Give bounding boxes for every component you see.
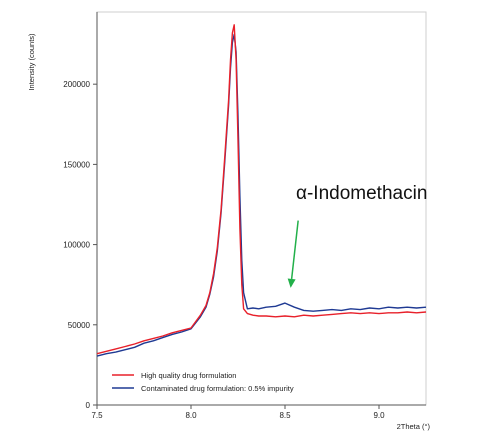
- y-tick-label: 0: [86, 401, 91, 410]
- series-high-quality-line: [96, 24, 427, 355]
- annotation-arrowhead: [287, 278, 296, 288]
- y-axis-label: Intensity (counts): [27, 33, 36, 91]
- y-tick-label: 50000: [68, 321, 91, 330]
- series-layer: [96, 24, 427, 357]
- x-tick-label: 7.5: [91, 411, 103, 420]
- legend: High quality drug formulation Contaminat…: [112, 371, 294, 393]
- legend-label-high-quality: High quality drug formulation: [141, 371, 236, 380]
- y-tick-label: 200000: [63, 80, 90, 89]
- x-tick-label: 8.5: [279, 411, 291, 420]
- x-tick-label: 8.0: [185, 411, 197, 420]
- x-axis-label: 2Theta (°): [397, 422, 431, 431]
- annotation-arrow: [290, 220, 299, 280]
- y-axis-ticks: 0 50000 100000 150000 200000: [63, 80, 97, 410]
- plot-frame: [96, 11, 427, 406]
- plot-border: [96, 11, 427, 406]
- legend-label-contaminated: Contaminated drug formulation: 0.5% impu…: [141, 384, 294, 393]
- y-tick-label: 100000: [63, 241, 90, 250]
- x-tick-label: 9.0: [373, 411, 385, 420]
- annotation: α-Indomethacin: [287, 183, 427, 288]
- x-axis-ticks: 7.5 8.0 8.5 9.0: [91, 405, 385, 420]
- annotation-text: α-Indomethacin: [296, 183, 427, 204]
- y-tick-label: 150000: [63, 160, 90, 169]
